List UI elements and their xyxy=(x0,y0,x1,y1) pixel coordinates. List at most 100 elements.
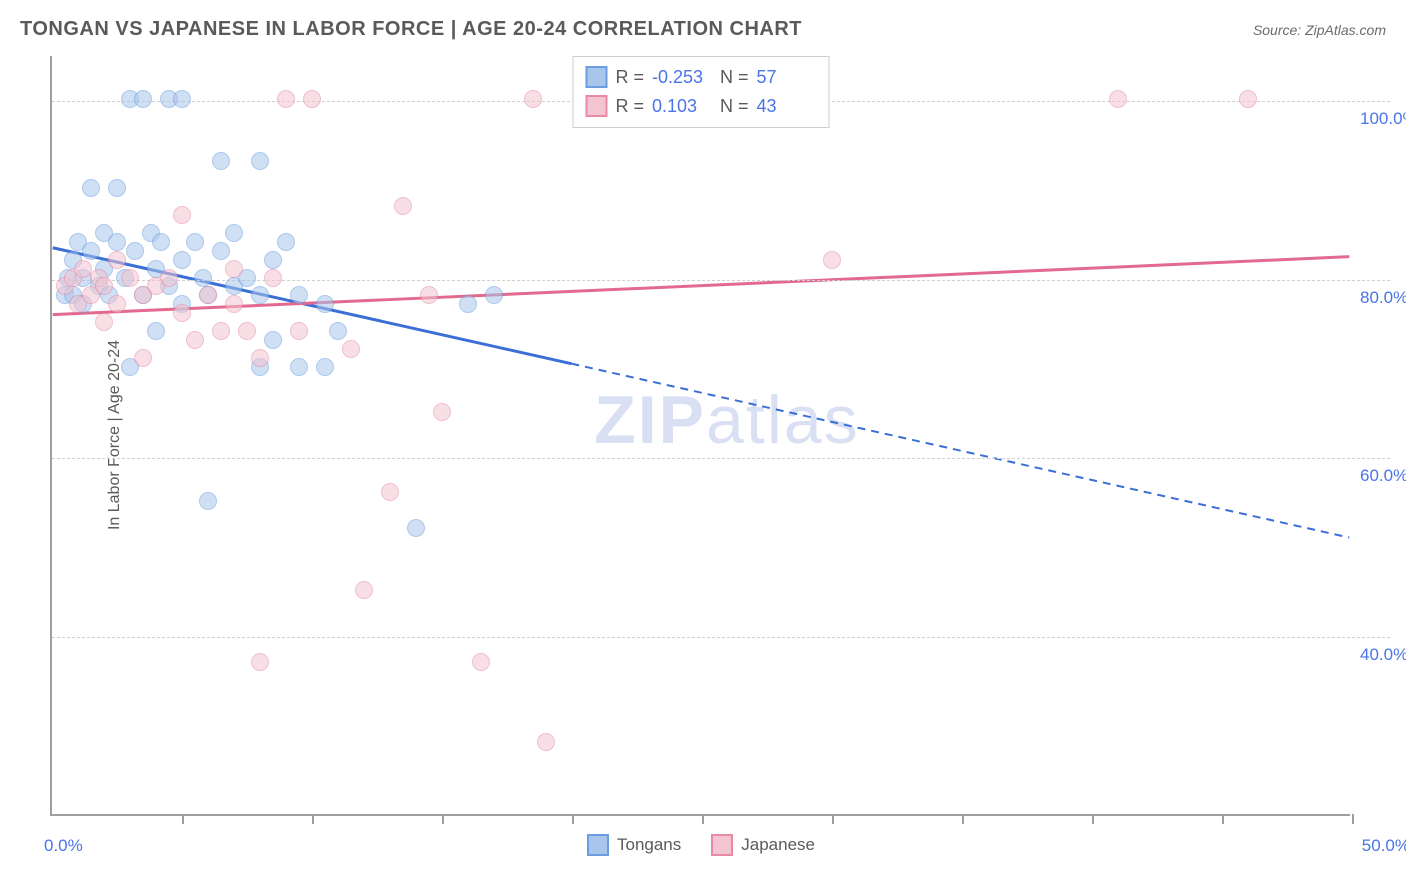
legend-row-japanese: R = 0.103 N = 43 xyxy=(585,92,816,121)
data-point xyxy=(290,322,308,340)
legend-item-japanese: Japanese xyxy=(711,834,815,856)
data-point xyxy=(152,233,170,251)
data-point xyxy=(173,251,191,269)
watermark: ZIPatlas xyxy=(594,381,859,459)
plot-area: In Labor Force | Age 20-24 ZIPatlas R = … xyxy=(50,56,1350,816)
data-point xyxy=(82,179,100,197)
x-tick xyxy=(1352,814,1354,824)
x-axis-max-label: 50.0% xyxy=(1362,836,1406,856)
data-point xyxy=(134,349,152,367)
data-point xyxy=(251,653,269,671)
data-point xyxy=(173,90,191,108)
n-label: N = xyxy=(720,92,749,121)
data-point xyxy=(394,197,412,215)
x-tick xyxy=(702,814,704,824)
x-tick xyxy=(442,814,444,824)
watermark-atlas: atlas xyxy=(706,382,860,458)
data-point xyxy=(225,260,243,278)
data-point xyxy=(199,286,217,304)
data-point xyxy=(355,581,373,599)
data-point xyxy=(108,251,126,269)
legend-row-tongans: R = -0.253 N = 57 xyxy=(585,63,816,92)
data-point xyxy=(173,304,191,322)
data-point xyxy=(108,295,126,313)
data-point xyxy=(433,403,451,421)
data-point xyxy=(199,492,217,510)
data-point xyxy=(524,90,542,108)
data-point xyxy=(823,251,841,269)
data-point xyxy=(212,152,230,170)
data-point xyxy=(212,322,230,340)
data-point xyxy=(251,152,269,170)
data-point xyxy=(173,206,191,224)
data-point xyxy=(1239,90,1257,108)
n-value-japanese: 43 xyxy=(757,92,817,121)
data-point xyxy=(251,349,269,367)
data-point xyxy=(264,251,282,269)
trend-lines xyxy=(52,56,1350,814)
data-point xyxy=(342,340,360,358)
data-point xyxy=(186,331,204,349)
data-point xyxy=(82,242,100,260)
x-tick xyxy=(832,814,834,824)
data-point xyxy=(329,322,347,340)
x-tick xyxy=(1092,814,1094,824)
data-point xyxy=(126,242,144,260)
data-point xyxy=(160,269,178,287)
data-point xyxy=(537,733,555,751)
series-legend: Tongans Japanese xyxy=(587,834,815,856)
chart-title: TONGAN VS JAPANESE IN LABOR FORCE | AGE … xyxy=(20,18,802,41)
n-label: N = xyxy=(720,63,749,92)
r-value-tongans: -0.253 xyxy=(652,63,712,92)
data-point xyxy=(212,242,230,260)
data-point xyxy=(95,277,113,295)
r-label: R = xyxy=(615,92,644,121)
data-point xyxy=(316,358,334,376)
data-point xyxy=(225,224,243,242)
gridline xyxy=(52,637,1390,638)
x-axis-min-label: 0.0% xyxy=(44,836,83,856)
legend-swatch-japanese xyxy=(711,834,733,856)
data-point xyxy=(485,286,503,304)
data-point xyxy=(108,179,126,197)
gridline xyxy=(52,458,1390,459)
data-point xyxy=(95,313,113,331)
data-point xyxy=(121,269,139,287)
y-tick-label: 80.0% xyxy=(1360,288,1406,308)
watermark-zip: ZIP xyxy=(594,382,706,458)
data-point xyxy=(264,331,282,349)
y-tick-label: 40.0% xyxy=(1360,645,1406,665)
data-point xyxy=(147,322,165,340)
data-point xyxy=(238,322,256,340)
r-label: R = xyxy=(615,63,644,92)
legend-label-tongans: Tongans xyxy=(617,835,681,855)
r-value-japanese: 0.103 xyxy=(652,92,712,121)
x-tick xyxy=(572,814,574,824)
data-point xyxy=(459,295,477,313)
data-point xyxy=(420,286,438,304)
data-point xyxy=(381,483,399,501)
data-point xyxy=(108,233,126,251)
n-value-tongans: 57 xyxy=(757,63,817,92)
x-tick xyxy=(1222,814,1224,824)
legend-item-tongans: Tongans xyxy=(587,834,681,856)
data-point xyxy=(251,286,269,304)
correlation-legend: R = -0.253 N = 57 R = 0.103 N = 43 xyxy=(572,56,829,128)
x-tick xyxy=(962,814,964,824)
data-point xyxy=(264,269,282,287)
chart-container: TONGAN VS JAPANESE IN LABOR FORCE | AGE … xyxy=(0,0,1406,892)
swatch-japanese xyxy=(585,95,607,117)
y-tick-label: 60.0% xyxy=(1360,466,1406,486)
x-tick xyxy=(312,814,314,824)
legend-swatch-tongans xyxy=(587,834,609,856)
data-point xyxy=(407,519,425,537)
x-tick xyxy=(182,814,184,824)
data-point xyxy=(194,269,212,287)
data-point xyxy=(472,653,490,671)
data-point xyxy=(303,90,321,108)
data-point xyxy=(134,90,152,108)
data-point xyxy=(1109,90,1127,108)
data-point xyxy=(277,90,295,108)
source-label: Source: ZipAtlas.com xyxy=(1253,22,1386,38)
data-point xyxy=(225,295,243,313)
